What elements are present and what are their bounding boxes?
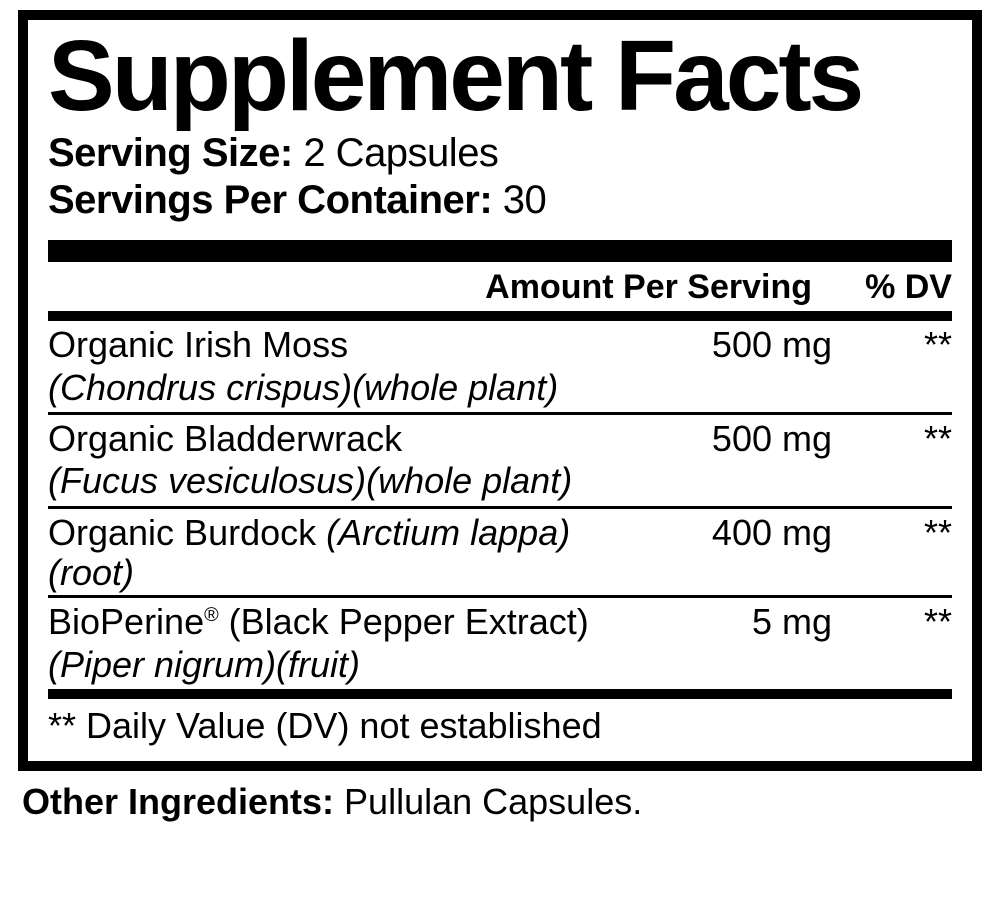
dv-note: ** Daily Value (DV) not established (48, 699, 952, 753)
ingredient-primary: Organic Irish Moss (48, 324, 348, 365)
ingredient-name: Organic Burdock (Arctium lappa)(root) (48, 513, 612, 594)
ingredient-amount: 400 mg (612, 513, 832, 553)
thick-rule (48, 240, 952, 262)
servings-per-container-line: Servings Per Container: 30 (48, 177, 952, 224)
column-header-spacer (48, 268, 412, 307)
serving-size-label: Serving Size: (48, 131, 293, 175)
footer-separator (48, 689, 952, 699)
ingredient-primary: Organic Burdock (48, 512, 326, 553)
other-ingredients-value: Pullulan Capsules. (334, 781, 642, 822)
ingredient-primary: Organic Bladderwrack (48, 418, 402, 459)
ingredient-latin: (Fucus vesiculosus)(whole plant) (48, 461, 952, 505)
column-header-dv: % DV (812, 268, 952, 307)
ingredient-name: BioPerine® (Black Pepper Extract) (48, 602, 612, 642)
ingredient-dv: ** (832, 602, 952, 642)
ingredient-latin: (Piper nigrum)(fruit) (48, 645, 952, 689)
serving-size-value: 2 Capsules (293, 131, 499, 175)
ingredient-amount: 500 mg (612, 325, 832, 365)
supplement-facts-panel: Supplement Facts Serving Size: 2 Capsule… (18, 10, 982, 771)
ingredient-primary: BioPerine® (Black Pepper Extract) (48, 601, 589, 642)
panel-title: Supplement Facts (48, 20, 952, 130)
table-row: Organic Irish Moss 500 mg ** (48, 321, 952, 367)
column-header-amount: Amount Per Serving (412, 268, 812, 307)
ingredient-name: Organic Irish Moss (48, 325, 612, 365)
table-row: BioPerine® (Black Pepper Extract) 5 mg *… (48, 598, 952, 644)
other-ingredients-line: Other Ingredients: Pullulan Capsules. (18, 771, 982, 823)
ingredient-amount: 5 mg (612, 602, 832, 642)
supplement-facts-canvas: Supplement Facts Serving Size: 2 Capsule… (0, 0, 1000, 901)
ingredient-latin: (Chondrus crispus)(whole plant) (48, 368, 952, 412)
ingredient-name-pre: BioPerine (48, 601, 204, 642)
ingredient-dv: ** (832, 325, 952, 365)
ingredient-amount: 500 mg (612, 419, 832, 459)
other-ingredients-label: Other Ingredients: (22, 781, 334, 822)
servings-per-container-value: 30 (492, 178, 546, 222)
ingredient-dv: ** (832, 419, 952, 459)
serving-size-line: Serving Size: 2 Capsules (48, 130, 952, 177)
table-row: Organic Burdock (Arctium lappa)(root) 40… (48, 509, 952, 596)
ingredient-dv: ** (832, 513, 952, 553)
table-row: Organic Bladderwrack 500 mg ** (48, 415, 952, 461)
ingredient-name: Organic Bladderwrack (48, 419, 612, 459)
registered-icon: ® (204, 604, 219, 626)
ingredient-name-post: (Black Pepper Extract) (219, 601, 589, 642)
header-separator (48, 311, 952, 321)
servings-per-container-label: Servings Per Container: (48, 178, 492, 222)
column-headers: Amount Per Serving % DV (48, 266, 952, 311)
